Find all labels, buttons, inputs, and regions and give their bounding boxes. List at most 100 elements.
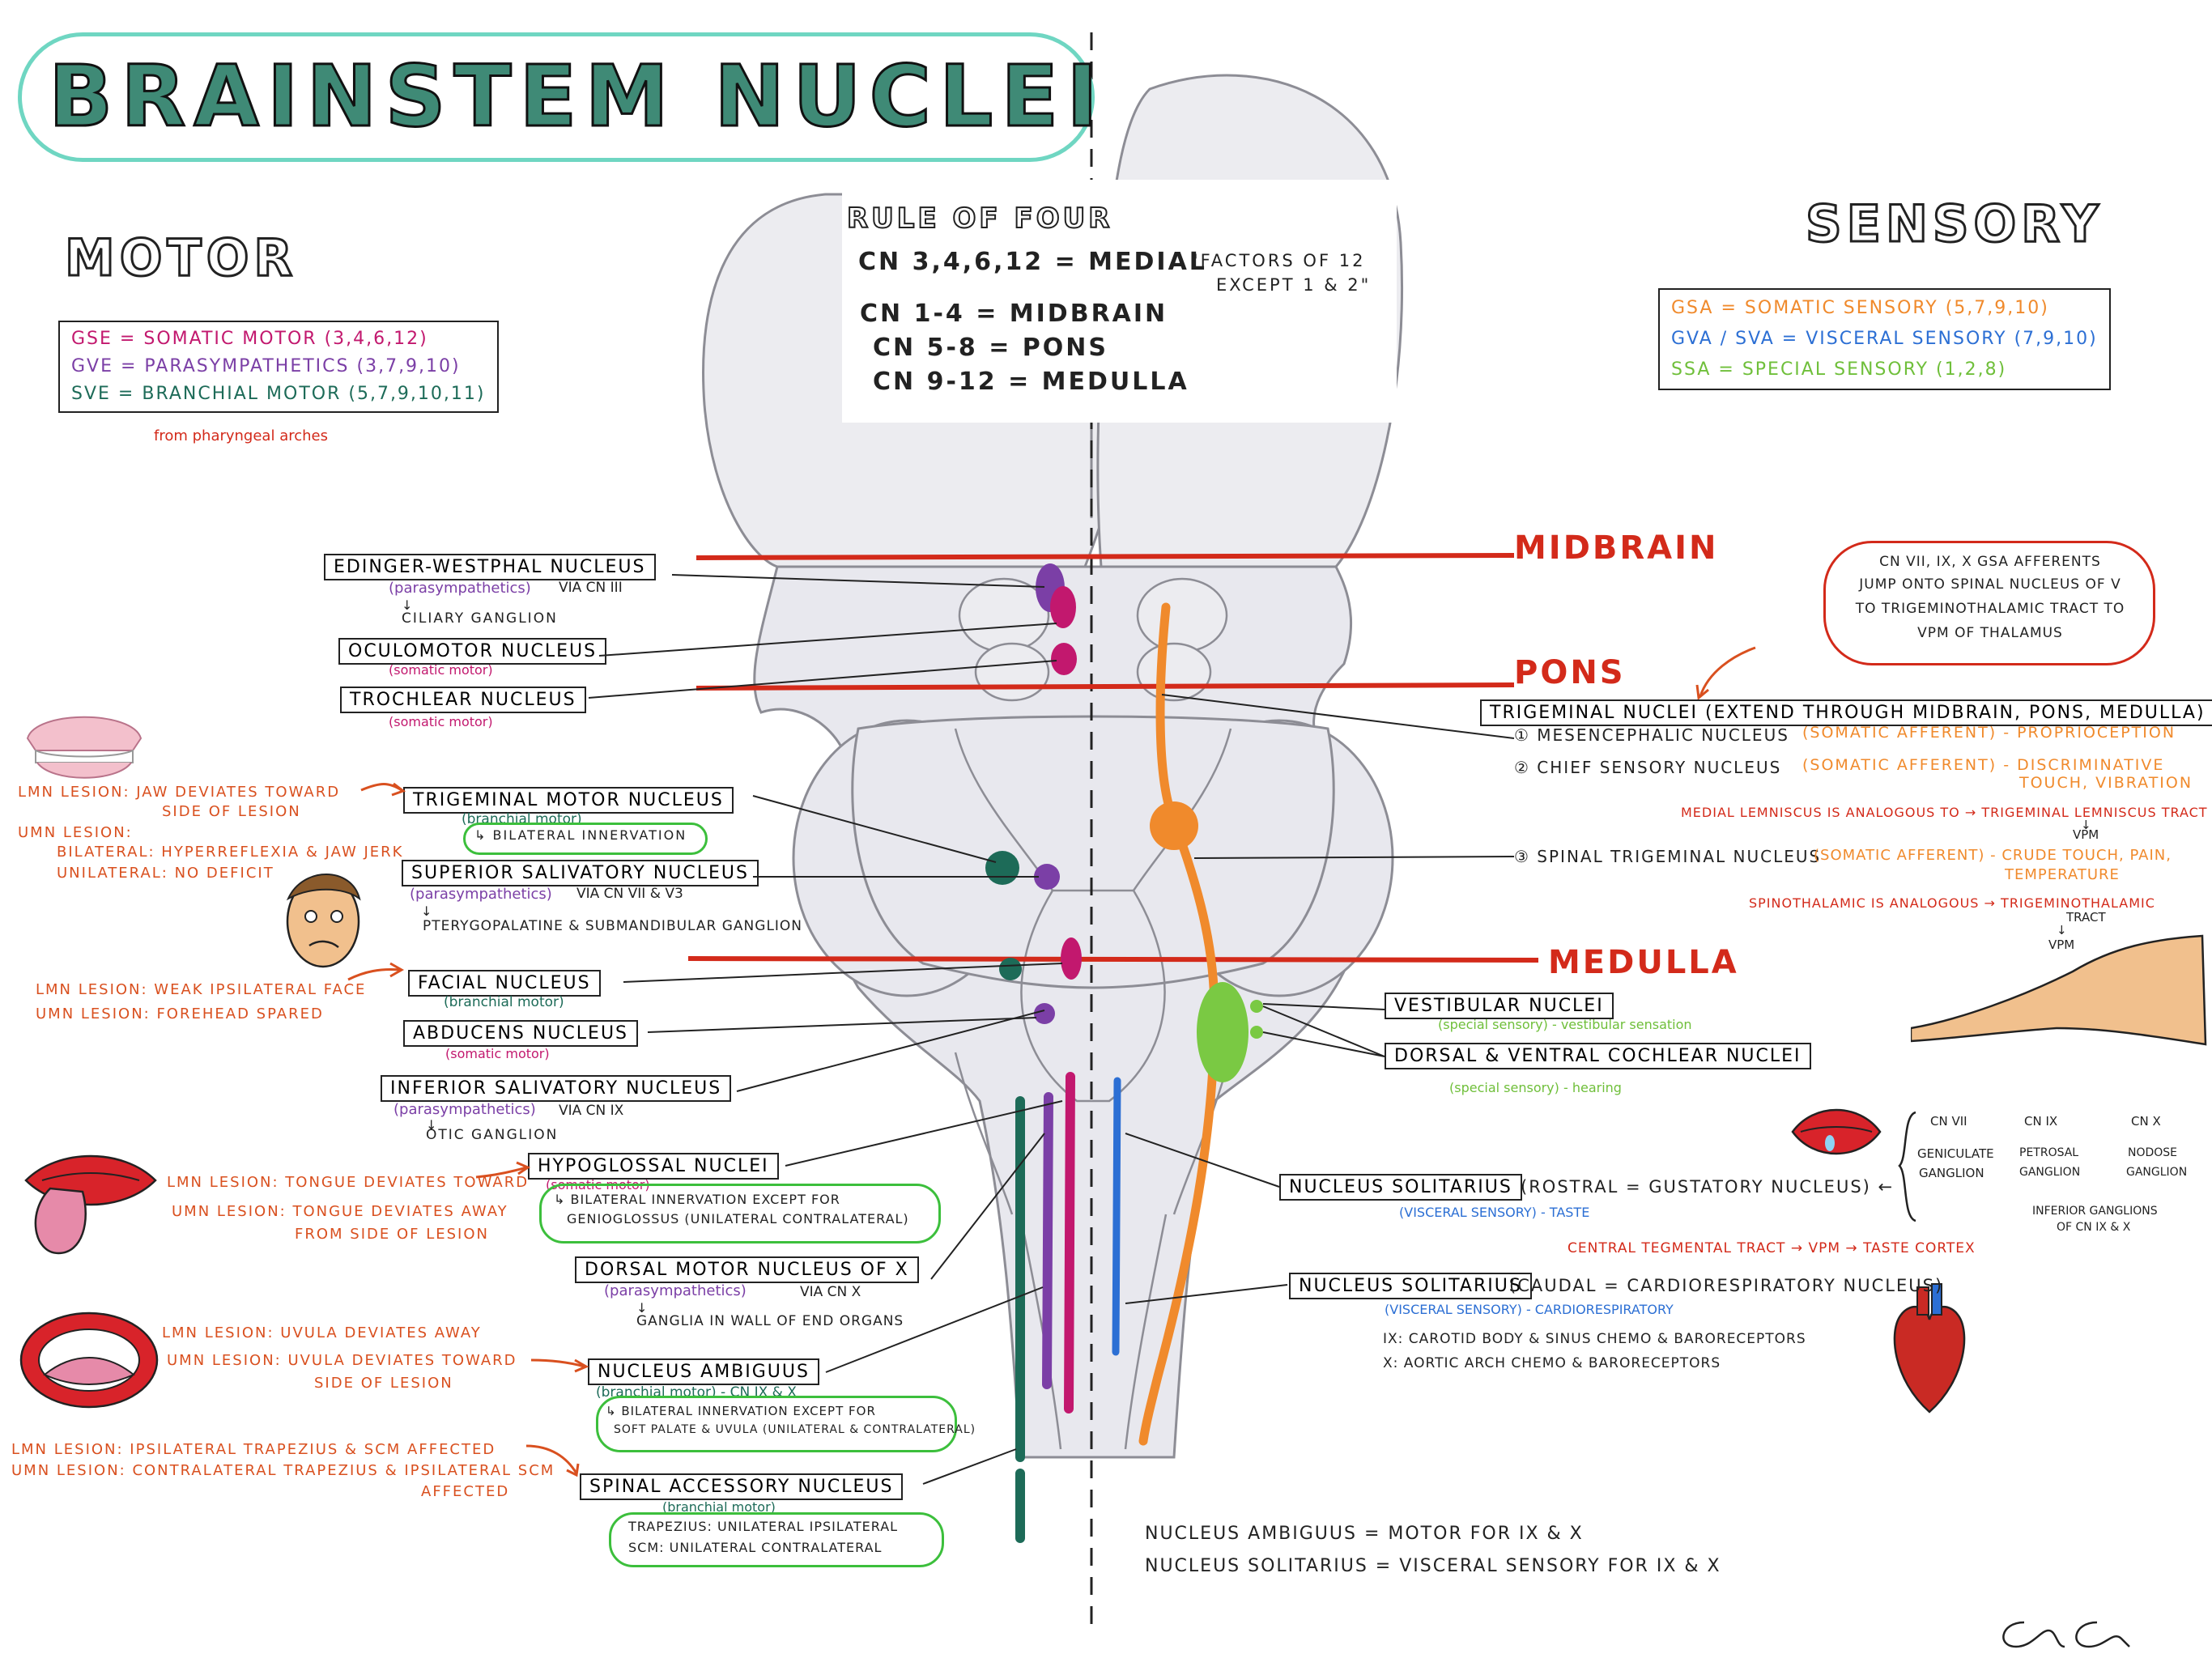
dorsal-motor-x-sub: (parasympathetics) (604, 1282, 747, 1299)
chief-sensory-target: VPM (2073, 827, 2099, 842)
ambiguus-label: NUCLEUS AMBIGUUS (588, 1358, 819, 1385)
spinal-trigeminal-note-1: SPINOTHALAMIC IS ANALOGOUS → TRIGEMINOTH… (1749, 895, 2155, 911)
superior-salivatory-via: VIA CN VII & V3 (576, 886, 683, 902)
jaw-lesion-2: SIDE OF LESION (162, 803, 301, 820)
chief-sensory-sub-1: (SOMATIC AFFERENT) - DISCRIMINATIVE (1802, 756, 2165, 774)
spinal-accessory-cloud (609, 1512, 944, 1567)
tongue-lesion-1: LMN LESION: TONGUE DEVIATES TOWARD (167, 1174, 530, 1191)
gsa-note-4: VPM OF THALAMUS (1917, 625, 2063, 641)
ganglion-ix-name-2: GANGLION (2019, 1166, 2081, 1179)
face-lesion-1: LMN LESION: WEAK IPSILATERAL FACE (36, 981, 367, 998)
legend-ssa-abbr: SSA (1671, 359, 1712, 380)
chief-sensory-label: ② CHIEF SENSORY NUCLEUS (1514, 758, 1782, 777)
jaw-lesion-5: UNILATERAL: NO DEFICIT (57, 865, 274, 882)
superior-salivatory-target: PTERYGOPALATINE & SUBMANDIBULAR GANGLION (423, 918, 803, 934)
rule-of-four-title: RULE OF FOUR (846, 202, 1113, 236)
legend-gse-abbr: GSE (71, 329, 113, 349)
ambiguus-cloud (596, 1396, 957, 1452)
spinal-trigeminal-sub-2: TEMPERATURE (2005, 866, 2120, 883)
edinger-westphal-label: EDINGER-WESTPHAL NUCLEUS (324, 554, 656, 580)
motor-heading: MOTOR (63, 227, 298, 289)
hypoglossal-cloud (539, 1184, 941, 1244)
summary-line-1: NUCLEUS AMBIGUUS = MOTOR FOR IX & X (1145, 1524, 1584, 1544)
chief-sensory-note: MEDIAL LEMNISCUS IS ANALOGOUS TO → TRIGE… (1681, 805, 2208, 820)
ganglion-ix-cn: CN IX (2024, 1114, 2058, 1129)
legend-gse-text: = SOMATIC MOTOR (3,4,6,12) (119, 329, 428, 349)
facial-label: FACIAL NUCLEUS (408, 970, 601, 997)
rule-of-four-box: RULE OF FOUR CN 3,4,6,12 = MEDIAL CN 1-4… (842, 180, 1397, 423)
ganglion-vii-name-1: GENICULATE (1917, 1146, 1994, 1161)
inferior-salivatory-sub: (parasympathetics) (393, 1101, 536, 1118)
ganglion-x-name-1: NODOSE (2128, 1146, 2178, 1159)
page-title: BRAINSTEM NUCLEI (48, 46, 1106, 147)
tongue-illustration (24, 1154, 157, 1255)
superior-salivatory-arrow: ↓ (421, 903, 432, 919)
sensory-legend: GSA = SOMATIC SENSORY (5,7,9,10) GVA / S… (1658, 288, 2111, 390)
gsa-note-3: TO TRIGEMINOTHALAMIC TRACT TO (1855, 601, 2125, 617)
spinal-accessory-note-1: TRAPEZIUS: UNILATERAL IPSILATERAL (628, 1519, 899, 1534)
inferior-salivatory-arrow: ↓ (426, 1117, 437, 1133)
edinger-westphal-sub: (parasympathetics) (389, 580, 531, 597)
superior-salivatory-sub: (parasympathetics) (410, 886, 552, 903)
chief-sensory-sub-2: TOUCH, VIBRATION (2019, 774, 2193, 792)
edinger-westphal-via: VIA CN III (559, 580, 623, 596)
tongue-lesion-3: FROM SIDE OF LESION (295, 1226, 489, 1243)
facial-sub: (branchial motor) (444, 994, 564, 1010)
legend-ssa-text: = SPECIAL SENSORY (1,2,8) (1718, 359, 2007, 380)
trapezius-lesion-2: UMN LESION: CONTRALATERAL TRAPEZIUS & IP… (11, 1462, 555, 1479)
spinal-accessory-label: SPINAL ACCESSORY NUCLEUS (580, 1473, 904, 1500)
hypoglossal-note-1: ↳ BILATERAL INNERVATION EXCEPT FOR (554, 1192, 840, 1207)
solitarius-caudal-rest: (CAUDAL = CARDIORESPIRATORY NUCLEUS) (1509, 1276, 1944, 1295)
spinal-trigeminal-sub-1: (SOMATIC AFFERENT) - CRUDE TOUCH, PAIN, (1814, 847, 2172, 864)
solitarius-rostral-note: CENTRAL TEGMENTAL TRACT → VPM → TASTE CO… (1568, 1240, 1976, 1256)
superior-salivatory-label: SUPERIOR SALIVATORY NUCLEUS (402, 860, 759, 886)
trigeminal-motor-label: TRIGEMINAL MOTOR NUCLEUS (403, 787, 734, 814)
solitarius-caudal-note-1: IX: CAROTID BODY & SINUS CHEMO & BAROREC… (1383, 1331, 1806, 1347)
rule-line-3: CN 5-8 = PONS (873, 334, 1108, 362)
solitarius-rostral-label: NUCLEUS SOLITARIUS (1279, 1174, 1522, 1201)
legend-gve-text: = PARASYMPATHETICS (3,7,9,10) (121, 356, 461, 376)
jaw-lesion-1: LMN LESION: JAW DEVIATES TOWARD (18, 784, 341, 801)
mouth-uvula-illustration (19, 1312, 159, 1409)
legend-gsa-text: = SOMATIC SENSORY (5,7,9,10) (1721, 298, 2049, 318)
solitarius-rostral-rest: (ROSTRAL = GUSTATORY NUCLEUS) ← (1521, 1177, 1895, 1197)
inferior-salivatory-target: OTIC GANGLION (426, 1127, 559, 1143)
jaw-lesion-4: BILATERAL: HYPERREFLEXIA & JAW JERK (57, 844, 404, 861)
legend-gva: GVA / SVA = VISCERAL SENSORY (7,9,10) (1671, 324, 2098, 355)
legend-gva-text: = VISCERAL SENSORY (7,9,10) (1781, 329, 2098, 349)
hypoglossal-label: HYPOGLOSSAL NUCLEI (528, 1153, 779, 1180)
chief-sensory-arrow: ↓ (2081, 818, 2091, 832)
rule-line-2: CN 1-4 = MIDBRAIN (860, 300, 1168, 328)
abducens-sub: (somatic motor) (445, 1046, 550, 1061)
ambiguus-note-2: SOFT PALATE & UVULA (UNILATERAL & CONTRA… (614, 1423, 976, 1436)
uvula-lesion-3: SIDE OF LESION (314, 1375, 453, 1392)
legend-sve-abbr: SVE (71, 384, 111, 404)
factors-note-1: "FACTORS OF 12 (1190, 251, 1366, 270)
dorsal-motor-x-via: VIA CN X (800, 1284, 861, 1300)
spinal-accessory-note-2: SCM: UNILATERAL CONTRALATERAL (628, 1540, 883, 1555)
lips-illustration (1791, 1108, 1882, 1155)
spinal-trigeminal-label: ③ SPINAL TRIGEMINAL NUCLEUS (1514, 847, 1822, 866)
cochlear-label: DORSAL & VENTRAL COCHLEAR NUCLEI (1385, 1043, 1811, 1069)
oculomotor-label: OCULOMOTOR NUCLEUS (338, 638, 607, 665)
level-pons: PONS (1514, 654, 1626, 691)
cochlear-sub: (special sensory) - hearing (1449, 1080, 1622, 1095)
arm-illustration (1911, 934, 2207, 1046)
uvula-lesion-1: LMN LESION: UVULA DEVIATES AWAY (162, 1324, 482, 1341)
solitarius-caudal-label: NUCLEUS SOLITARIUS (1289, 1273, 1532, 1299)
solitarius-caudal-note-2: X: AORTIC ARCH CHEMO & BARORECEPTORS (1383, 1355, 1721, 1371)
mesencephalic-sub: (SOMATIC AFFERENT) - PROPRIOCEPTION (1802, 724, 2176, 742)
hypoglossal-note-2: GENIOGLOSSUS (UNILATERAL CONTRALATERAL) (567, 1211, 909, 1226)
legend-gsa-abbr: GSA (1671, 298, 1714, 318)
vestibular-sub: (special sensory) - vestibular sensation (1438, 1017, 1692, 1032)
motor-legend: GSE = SOMATIC MOTOR (3,4,6,12) GVE = PAR… (58, 321, 499, 413)
ganglion-vii-cn: CN VII (1930, 1114, 1967, 1129)
abducens-label: ABDUCENS NUCLEUS (403, 1020, 639, 1047)
trigeminal-motor-note: ↳ BILATERAL INNERVATION (474, 827, 687, 843)
sensory-heading: SENSORY (1805, 193, 2104, 255)
solitarius-caudal-sub: (VISCERAL SENSORY) - CARDIORESPIRATORY (1385, 1302, 1674, 1317)
level-medulla: MEDULLA (1548, 944, 1739, 981)
legend-gsa: GSA = SOMATIC SENSORY (5,7,9,10) (1671, 293, 2098, 324)
legend-ssa: SSA = SPECIAL SENSORY (1,2,8) (1671, 355, 2098, 385)
legend-gse: GSE = SOMATIC MOTOR (3,4,6,12) (71, 325, 486, 353)
